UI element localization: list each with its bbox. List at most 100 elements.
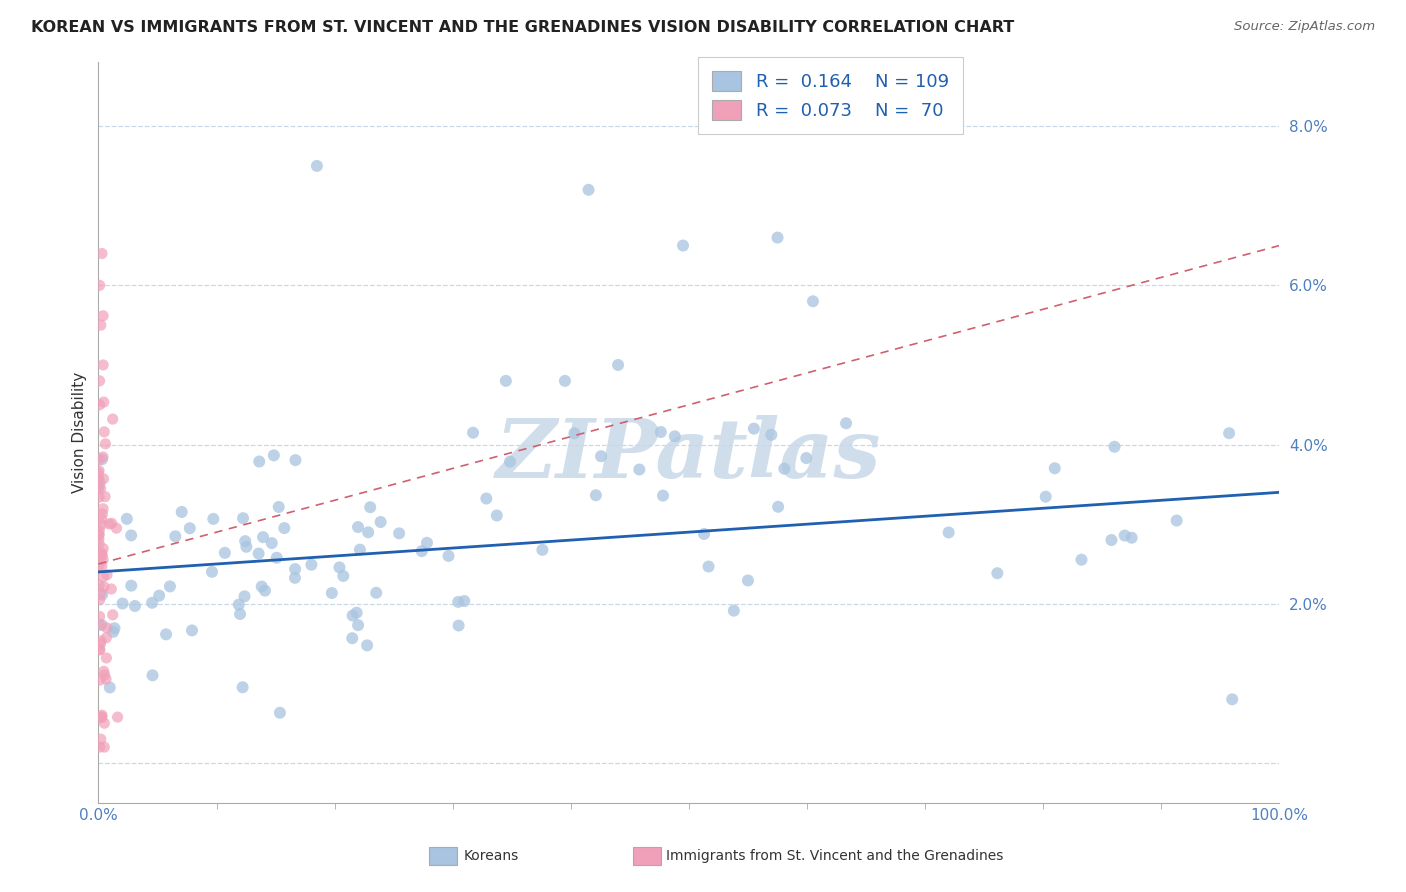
Point <box>120 579 142 593</box>
Point <box>1114 528 1136 542</box>
Point <box>214 546 236 560</box>
Point <box>87 532 110 546</box>
Point <box>141 596 163 610</box>
Point <box>229 607 252 621</box>
Point <box>142 668 165 682</box>
Point <box>91 552 114 566</box>
Point <box>90 732 112 747</box>
Point <box>165 529 187 543</box>
Point <box>91 570 114 584</box>
Point <box>93 665 115 679</box>
Point <box>155 627 177 641</box>
Point <box>89 475 111 490</box>
Point <box>347 618 370 632</box>
Point <box>228 598 250 612</box>
Point <box>461 425 484 440</box>
Point <box>359 500 381 515</box>
Point <box>91 358 114 372</box>
Point <box>90 618 112 632</box>
Point <box>181 624 204 638</box>
Point <box>101 607 124 622</box>
Point <box>103 624 125 639</box>
Point <box>98 681 121 695</box>
Point <box>801 294 824 309</box>
Point <box>111 597 134 611</box>
Point <box>305 159 328 173</box>
Point <box>986 566 1008 581</box>
Point <box>766 500 789 514</box>
Text: ZIPatlas: ZIPatlas <box>496 415 882 495</box>
Text: KOREAN VS IMMIGRANTS FROM ST. VINCENT AND THE GRENADINES VISION DISABILITY CORRE: KOREAN VS IMMIGRANTS FROM ST. VINCENT AN… <box>31 20 1014 35</box>
Point <box>87 453 110 467</box>
Point <box>90 711 112 725</box>
Point <box>233 534 256 549</box>
Point <box>269 706 291 720</box>
Point <box>235 540 257 554</box>
Point <box>416 536 439 550</box>
Point <box>91 541 114 556</box>
Point <box>93 716 115 731</box>
Point <box>87 471 110 485</box>
Point <box>96 651 118 665</box>
Point <box>159 579 181 593</box>
Point <box>90 482 112 496</box>
Point <box>447 595 470 609</box>
Point <box>266 550 288 565</box>
Point <box>90 633 112 648</box>
Point <box>91 450 114 464</box>
Point <box>89 637 111 651</box>
Point <box>247 547 270 561</box>
Point <box>761 427 783 442</box>
Point <box>737 574 759 588</box>
Point <box>332 569 354 583</box>
Point <box>170 505 193 519</box>
Point <box>115 512 138 526</box>
Point <box>342 631 364 645</box>
Point <box>89 609 111 624</box>
Point <box>120 528 142 542</box>
Point <box>100 516 122 531</box>
Point <box>89 642 111 657</box>
Point <box>499 455 522 469</box>
Point <box>91 246 114 260</box>
Point <box>591 449 613 463</box>
Point <box>250 580 273 594</box>
Point <box>100 582 122 596</box>
Point <box>437 549 460 563</box>
Point <box>93 580 115 594</box>
Point <box>89 592 111 607</box>
Point <box>87 558 110 573</box>
Point <box>91 507 114 521</box>
Point <box>107 710 129 724</box>
Y-axis label: Vision Disability: Vision Disability <box>72 372 87 493</box>
Text: Immigrants from St. Vincent and the Grenadines: Immigrants from St. Vincent and the Gren… <box>666 849 1004 863</box>
Point <box>252 530 274 544</box>
Point <box>94 437 117 451</box>
Point <box>1121 531 1143 545</box>
Point <box>91 452 114 467</box>
Point <box>284 453 307 467</box>
Point <box>87 464 110 478</box>
Point <box>346 606 368 620</box>
Text: Source: ZipAtlas.com: Source: ZipAtlas.com <box>1234 20 1375 33</box>
Point <box>370 515 392 529</box>
Point <box>388 526 411 541</box>
Point <box>90 559 112 574</box>
Point <box>411 544 433 558</box>
Point <box>90 318 112 333</box>
Point <box>89 278 111 293</box>
Point <box>1035 490 1057 504</box>
Point <box>90 517 112 532</box>
Point <box>263 448 285 462</box>
Point <box>1043 461 1066 475</box>
Point <box>93 668 115 682</box>
Point <box>91 588 114 602</box>
Point <box>89 642 111 657</box>
Point <box>672 238 695 252</box>
Point <box>628 462 651 476</box>
Point <box>299 558 322 572</box>
Point <box>93 472 115 486</box>
Point <box>349 542 371 557</box>
Point <box>89 673 111 687</box>
Point <box>105 521 128 535</box>
